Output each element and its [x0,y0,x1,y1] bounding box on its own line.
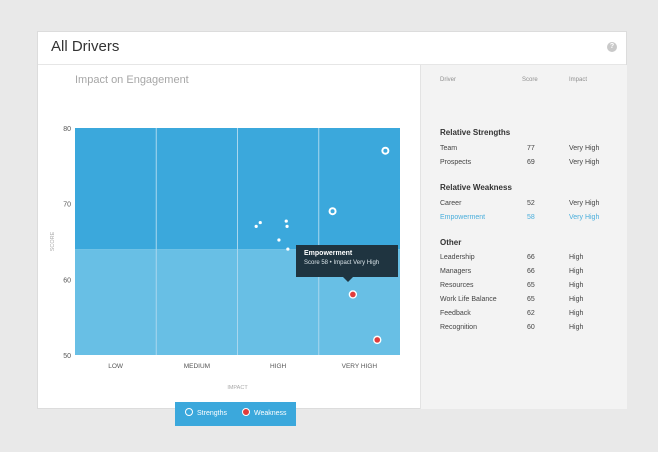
weakness-dot-icon [242,408,250,417]
strength-point-center [330,209,335,214]
question-icon[interactable]: ? [607,42,617,52]
driver-score: 52 [527,200,535,207]
other-point [277,238,281,242]
driver-impact: Very High [569,214,600,221]
driver-name: Recognition [440,324,477,331]
table-row[interactable]: Work Life Balance 65 High [440,296,620,308]
column-header-impact: Impact [569,77,588,83]
driver-score: 58 [527,214,535,221]
chart-legend: Strengths Weakness [175,402,296,426]
driver-impact: High [569,254,584,261]
driver-score: 65 [527,296,535,303]
section-title-weakness: Relative Weakness [440,183,512,192]
driver-name: Leadership [440,254,475,261]
tooltip-title: Empowerment [304,250,353,257]
driver-impact: High [569,296,584,303]
x-tick-label: LOW [108,363,124,370]
table-row[interactable]: Leadership 66 High [440,254,620,266]
section-title-strengths: Relative Strengths [440,128,511,137]
driver-score: 65 [527,282,535,289]
weakness-point-center [374,337,381,343]
legend-label-strengths: Strengths [197,410,227,417]
y-tick-label: 70 [63,202,71,209]
driver-impact: Very High [569,159,600,166]
driver-name: Team [440,145,458,152]
table-row[interactable]: Prospects 69 Very High [440,159,620,171]
table-row[interactable]: Career 52 Very High [440,200,620,212]
table-row[interactable]: Resources 65 High [440,282,620,294]
driver-impact: High [569,310,584,317]
page-title: All Drivers [51,38,120,55]
driver-impact: Very High [569,200,600,207]
driver-score: 66 [527,254,535,261]
driver-score: 69 [527,159,535,166]
driver-impact: Very High [569,145,600,152]
x-tick-label: HIGH [270,363,287,370]
card-header: All Drivers ? [38,32,626,65]
y-axis-label: SCORE [50,231,56,251]
table-row-selected[interactable]: Empowerment 58 Very High [440,214,620,226]
driver-name: Career [440,200,462,207]
driver-name: Prospects [440,159,472,166]
x-tick-label: VERY HIGH [342,363,378,370]
strength-point-center [383,148,388,153]
strength-dot-icon [185,408,193,417]
column-header-driver: Driver [440,77,456,83]
legend-item-strengths[interactable]: Strengths [185,402,227,426]
driver-score: 60 [527,324,535,331]
y-tick-label: 60 [63,277,71,284]
driver-name: Empowerment [440,214,486,221]
data-point-tooltip: Empowerment Score 58 • Impact Very High [296,245,398,282]
driver-impact: High [569,324,584,331]
table-row[interactable]: Recognition 60 High [440,324,620,336]
scatter-chart: 50 60 70 80 LOW MEDIUM HIGH VERY HIGH IMPACT SCOR… [50,126,400,391]
legend-item-weakness[interactable]: Weakness [242,402,287,426]
y-tick-label: 80 [63,126,71,133]
driver-impact: High [569,268,584,275]
table-row[interactable]: Team 77 Very High [440,145,620,157]
driver-impact: High [569,282,584,289]
other-point [285,224,289,228]
section-title-other: Other [440,238,462,247]
drivers-table-panel: Driver Score Impact Relative Strengths T… [420,65,627,409]
all-drivers-card: All Drivers ? Impact on Engagement 50 60 7… [37,31,627,426]
driver-score: 66 [527,268,535,275]
driver-name: Managers [440,268,472,275]
driver-name: Feedback [440,310,471,317]
other-point [284,219,288,223]
driver-name: Resources [440,282,474,289]
driver-score: 77 [527,145,535,152]
other-point [254,224,258,228]
x-tick-label: MEDIUM [184,363,210,370]
table-row[interactable]: Feedback 62 High [440,310,620,322]
chart-title: Impact on Engagement [75,74,189,86]
other-point [258,220,262,225]
chart-panel: Impact on Engagement 50 60 70 80 LOW MEDIUM HI… [38,65,420,426]
driver-score: 62 [527,310,535,317]
weakness-point-center [350,291,356,298]
tooltip-subtitle: Score 58 • Impact Very High [304,260,380,266]
table-row[interactable]: Managers 66 High [440,268,620,280]
other-point [286,247,290,251]
driver-name: Work Life Balance [440,296,497,303]
column-header-score: Score [522,77,538,83]
x-axis-label: IMPACT [227,385,248,391]
legend-label-weakness: Weakness [254,410,287,417]
y-tick-label: 50 [63,353,71,360]
